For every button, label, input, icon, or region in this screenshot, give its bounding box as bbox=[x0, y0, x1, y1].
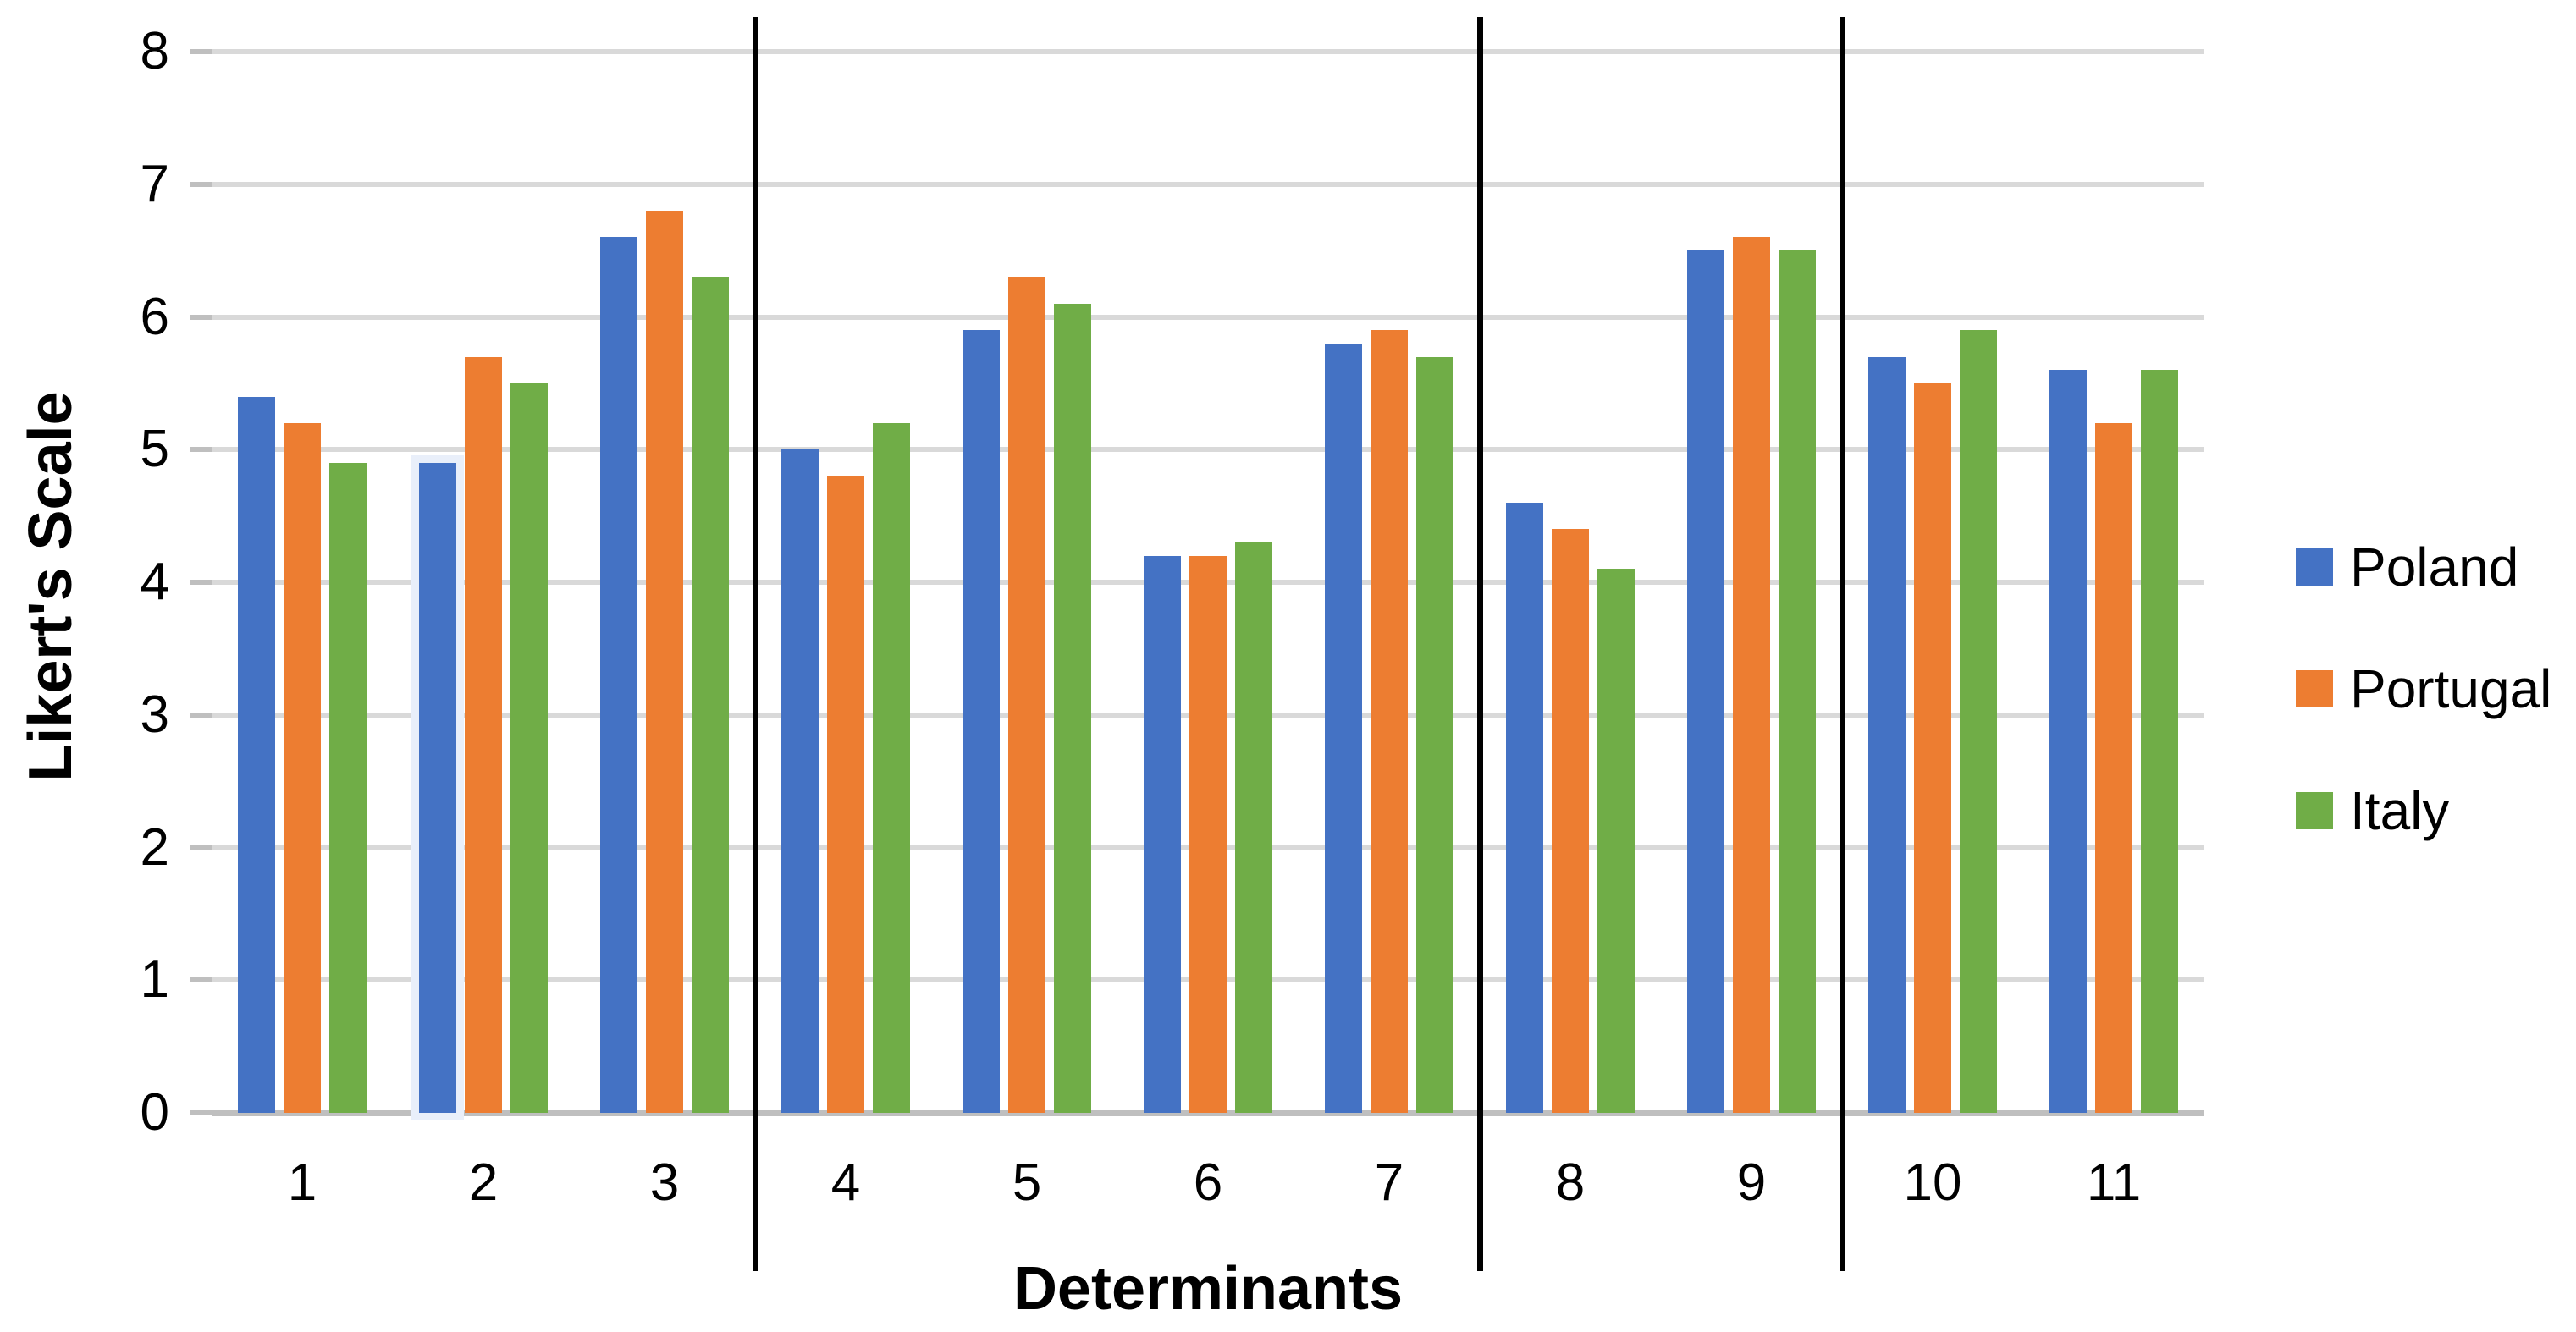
y-axis-tick-label-7: 7 bbox=[140, 154, 169, 213]
x-axis-tick-label-6: 6 bbox=[1193, 1153, 1223, 1212]
bar-portugal-6 bbox=[1189, 555, 1227, 1113]
bar-italy-4 bbox=[873, 422, 910, 1113]
y-axis-tick-2 bbox=[190, 845, 212, 850]
bar-portugal-2 bbox=[465, 356, 502, 1113]
bar-poland-5 bbox=[963, 330, 1000, 1113]
bar-poland-3 bbox=[600, 237, 637, 1113]
y-axis-tick-5 bbox=[190, 447, 212, 453]
y-axis-tick-4 bbox=[190, 580, 212, 585]
bar-poland-10 bbox=[1868, 356, 1906, 1113]
bar-italy-10 bbox=[1960, 330, 1997, 1113]
bar-poland-4 bbox=[781, 449, 819, 1113]
x-axis-tick-label-9: 9 bbox=[1736, 1153, 1767, 1212]
bar-portugal-1 bbox=[284, 422, 321, 1113]
legend-swatch-poland bbox=[2296, 548, 2333, 586]
bar-italy-2 bbox=[510, 383, 548, 1113]
y-axis-tick-label-4: 4 bbox=[140, 553, 169, 611]
group-divider-after-9 bbox=[1839, 17, 1845, 1271]
bar-poland-2 bbox=[411, 454, 464, 1120]
y-axis-tick-label-8: 8 bbox=[140, 22, 169, 80]
x-axis-tick-label-10: 10 bbox=[1903, 1153, 1962, 1212]
gridline-0 bbox=[212, 1110, 2204, 1116]
y-axis-tick-8 bbox=[190, 49, 212, 54]
legend-item-italy: Italy bbox=[2296, 777, 2551, 845]
x-axis-tick-label-11: 11 bbox=[2086, 1153, 2142, 1212]
x-axis-tick-label-8: 8 bbox=[1555, 1153, 1586, 1212]
y-axis-tick-label-3: 3 bbox=[140, 685, 169, 744]
group-divider-after-3 bbox=[752, 17, 758, 1271]
legend-label-italy: Italy bbox=[2350, 780, 2450, 841]
bar-portugal-8 bbox=[1552, 529, 1589, 1113]
legend: Poland Portugal Italy bbox=[2296, 533, 2551, 899]
bar-portugal-5 bbox=[1008, 277, 1045, 1113]
x-axis-tick-label-4: 4 bbox=[830, 1153, 861, 1212]
gridline-6 bbox=[212, 314, 2204, 320]
bar-italy-3 bbox=[692, 277, 729, 1113]
y-axis-tick-6 bbox=[190, 314, 212, 320]
x-axis-tick-label-5: 5 bbox=[1012, 1153, 1042, 1212]
x-axis-tick-label-7: 7 bbox=[1374, 1153, 1404, 1212]
bar-poland-8 bbox=[1506, 502, 1543, 1113]
bar-portugal-11 bbox=[2095, 422, 2132, 1113]
y-axis-tick-3 bbox=[190, 712, 212, 718]
bar-portugal-4 bbox=[827, 476, 864, 1113]
x-axis-tick-label-2: 2 bbox=[468, 1153, 499, 1212]
bar-portugal-9 bbox=[1733, 237, 1770, 1113]
bar-italy-8 bbox=[1597, 569, 1635, 1113]
bar-portugal-7 bbox=[1371, 330, 1408, 1113]
y-axis-tick-1 bbox=[190, 977, 212, 983]
bar-italy-9 bbox=[1779, 250, 1816, 1113]
bar-poland-7 bbox=[1325, 343, 1362, 1113]
y-axis-tick-label-0: 0 bbox=[140, 1083, 169, 1142]
bar-italy-1 bbox=[329, 462, 367, 1113]
y-axis-tick-7 bbox=[190, 181, 212, 187]
y-axis-tick-label-1: 1 bbox=[140, 950, 169, 1010]
x-axis-tick-label-3: 3 bbox=[649, 1153, 680, 1212]
y-axis-tick-label-2: 2 bbox=[140, 817, 169, 877]
legend-item-portugal: Portugal bbox=[2296, 655, 2551, 723]
bar-italy-5 bbox=[1054, 303, 1091, 1113]
y-axis-tick-label-6: 6 bbox=[140, 287, 169, 346]
legend-item-poland: Poland bbox=[2296, 533, 2551, 601]
x-axis-tick-label-1: 1 bbox=[287, 1153, 317, 1212]
bar-italy-11 bbox=[2141, 370, 2178, 1113]
legend-label-poland: Poland bbox=[2350, 537, 2519, 597]
legend-swatch-portugal bbox=[2296, 670, 2333, 707]
gridline-5 bbox=[212, 447, 2204, 453]
bar-portugal-3 bbox=[646, 211, 683, 1113]
bar-italy-6 bbox=[1235, 542, 1272, 1113]
legend-swatch-italy bbox=[2296, 792, 2333, 829]
legend-label-portugal: Portugal bbox=[2350, 658, 2552, 719]
y-axis-tick-0 bbox=[190, 1110, 212, 1115]
y-axis-tick-label-5: 5 bbox=[140, 420, 169, 479]
x-axis-title: Determinants bbox=[1012, 1255, 1404, 1323]
bar-italy-7 bbox=[1416, 356, 1453, 1113]
bar-poland-9 bbox=[1687, 250, 1724, 1113]
group-divider-after-7 bbox=[1476, 17, 1483, 1271]
bar-portugal-10 bbox=[1914, 383, 1951, 1113]
bar-poland-1 bbox=[238, 396, 275, 1113]
bar-poland-6 bbox=[1144, 555, 1181, 1113]
gridline-7 bbox=[212, 181, 2204, 187]
bar-poland-11 bbox=[2049, 370, 2087, 1113]
gridline-8 bbox=[212, 49, 2204, 54]
